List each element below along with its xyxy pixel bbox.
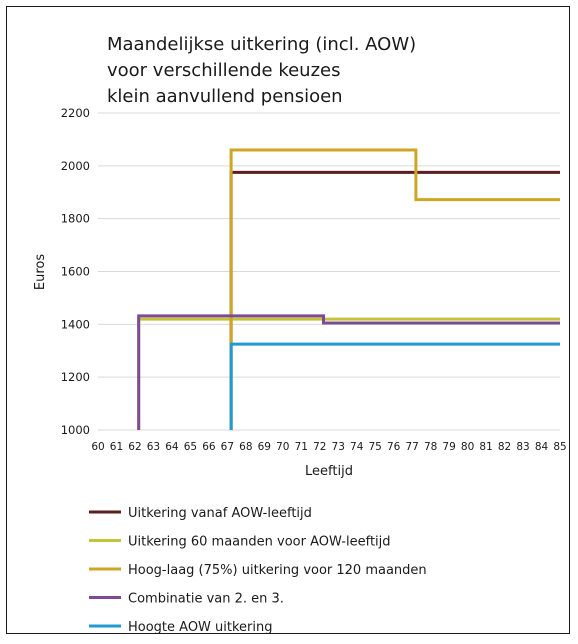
y-tick-label: 2000 — [61, 159, 90, 173]
chart-title-line-1: Maandelijkse uitkering (incl. AOW) — [107, 34, 416, 55]
x-tick-label: 83 — [516, 441, 529, 453]
x-tick-label: 81 — [479, 441, 492, 453]
series-line-1 — [229, 170, 560, 430]
x-tick-label: 71 — [295, 441, 308, 453]
chart-title-line-2: voor verschillende keuzes — [107, 60, 340, 81]
gridlines — [98, 112, 560, 431]
series-lines — [137, 148, 560, 430]
chart-title-line-3: klein aanvullend pensioen — [107, 86, 343, 107]
x-tick-label: 70 — [276, 441, 289, 453]
x-tick-label: 78 — [424, 441, 437, 453]
x-tick-label: 68 — [239, 441, 252, 453]
y-tick-label: 1800 — [61, 212, 90, 226]
x-tick-label: 66 — [202, 441, 216, 453]
x-tick-label: 84 — [535, 441, 549, 453]
x-tick-label: 82 — [498, 441, 511, 453]
x-tick-label: 76 — [387, 441, 401, 453]
y-tick-label: 1600 — [61, 265, 90, 279]
x-tick-label: 64 — [165, 441, 179, 453]
y-tick-label: 1400 — [61, 317, 90, 331]
legend-label: Hoog-laag (75%) uitkering voor 120 maand… — [128, 563, 427, 578]
x-tick-label: 73 — [332, 441, 345, 453]
legend-item: Combinatie van 2. en 3. — [89, 592, 284, 607]
legend-label: Hoogte AOW uitkering — [128, 620, 273, 635]
series-line-3 — [229, 148, 560, 430]
x-tick-label: 75 — [369, 441, 382, 453]
y-axis-label: Euros — [33, 254, 48, 290]
x-axis-ticks: 60 61 62 63 64 65 66 67 68 69 70 71 72 73 74 75 76 77 78 79… — [91, 441, 566, 453]
x-tick-label: 67 — [221, 441, 234, 453]
y-tick-label: 2200 — [61, 106, 90, 120]
x-tick-label: 61 — [110, 441, 123, 453]
legend-label: Combinatie van 2. en 3. — [128, 592, 284, 607]
x-axis-label: Leeftijd — [305, 464, 353, 479]
legend-item: Uitkering 60 maanden voor AOW-leeftijd — [89, 535, 391, 550]
series-line-4 — [137, 314, 560, 430]
y-axis-ticks: 1000 1200 1400 1600 1800 2000 2200 — [61, 106, 90, 437]
chart-title: Maandelijkse uitkering (incl. AOW) voor … — [107, 34, 416, 107]
series-line-2 — [137, 317, 560, 430]
x-tick-label: 72 — [313, 441, 326, 453]
legend: Uitkering vanaf AOW-leeftijd Uitkering 60… — [89, 506, 427, 635]
x-tick-label: 60 — [91, 441, 104, 453]
legend-item: Uitkering vanaf AOW-leeftijd — [89, 506, 312, 521]
series-line-5 — [229, 342, 560, 430]
x-tick-label: 85 — [553, 441, 566, 453]
x-tick-label: 77 — [405, 441, 418, 453]
x-tick-label: 62 — [128, 441, 141, 453]
x-tick-label: 63 — [147, 441, 160, 453]
legend-label: Uitkering 60 maanden voor AOW-leeftijd — [128, 535, 391, 550]
x-tick-label: 79 — [442, 441, 455, 453]
y-tick-label: 1000 — [61, 423, 90, 437]
x-tick-label: 80 — [461, 441, 474, 453]
legend-item: Hoog-laag (75%) uitkering voor 120 maand… — [89, 563, 427, 578]
x-tick-label: 65 — [184, 441, 197, 453]
legend-item: Hoogte AOW uitkering — [89, 620, 273, 635]
x-tick-label: 74 — [350, 441, 364, 453]
y-tick-label: 1200 — [61, 370, 90, 384]
legend-label: Uitkering vanaf AOW-leeftijd — [128, 506, 312, 521]
x-tick-label: 69 — [258, 441, 271, 453]
